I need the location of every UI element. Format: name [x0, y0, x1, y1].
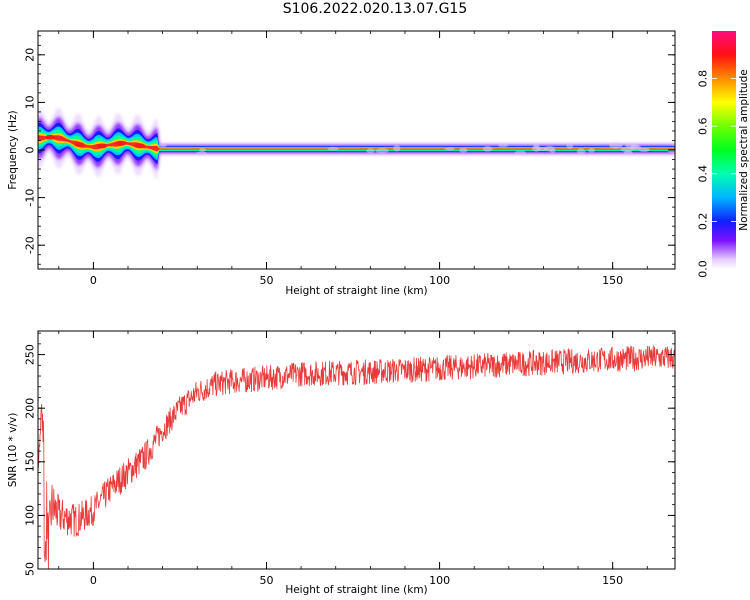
spectrogram-speckle — [549, 148, 556, 153]
spectrogram-speckle — [445, 147, 455, 151]
spectrogram-x-tick-label: 50 — [259, 274, 273, 287]
snr-x-label: Height of straight line (km) — [285, 584, 427, 596]
spectrogram-peak-blob — [45, 134, 56, 140]
spectrogram-speckle — [198, 148, 207, 152]
spectrogram-y-tick-label: 10 — [24, 95, 37, 109]
snr-y-tick-label: 200 — [24, 398, 37, 419]
spectrogram-peak-blob — [135, 143, 146, 149]
spectrogram-speckle — [536, 147, 549, 152]
snr-x-tick-label: 150 — [602, 574, 623, 587]
colorbar-tick-label: 0.0 — [697, 260, 710, 278]
spectrogram-speckle — [576, 148, 586, 155]
snr-frame — [37, 330, 676, 570]
snr-ticks: 0 50 100 150 50 100 150 200 250 — [24, 331, 675, 587]
spectrogram-speckle — [609, 142, 623, 150]
spectrogram-speckle — [366, 148, 375, 154]
spectrogram-speckle — [458, 148, 468, 153]
spectrogram-band-green — [38, 129, 675, 158]
snr-x-tick-label: 50 — [259, 574, 273, 587]
spectrogram-x-label: Height of straight line (km) — [285, 285, 427, 297]
spectrogram-speckle — [587, 148, 596, 153]
spectrogram-speckle — [393, 144, 401, 152]
snr-y-tick-label: 50 — [24, 562, 37, 576]
spectrogram-speckle — [482, 146, 493, 152]
spectrogram-y-tick-label: -20 — [24, 236, 37, 254]
colorbar: 0.0 0.2 0.4 0.6 0.8 Normalized spectral ampl… — [697, 31, 750, 278]
snr-x-tick-label: 100 — [429, 574, 450, 587]
spectrogram-x-tick-label: 0 — [90, 274, 97, 287]
snr-series-line — [38, 345, 675, 569]
colorbar-tick-label: 0.4 — [697, 165, 710, 183]
spectrogram-speckle — [625, 143, 635, 148]
spectrogram-peak-blob — [97, 143, 108, 149]
spectrogram-peak-blob — [116, 140, 127, 146]
spectrogram-speckle — [620, 146, 634, 153]
snr-x-tick-label: 0 — [90, 574, 97, 587]
spectrogram-y-tick-label: 0 — [24, 147, 37, 154]
spectrogram-speckle — [667, 149, 675, 154]
colorbar-ticks: 0.0 0.2 0.4 0.6 0.8 — [697, 70, 736, 278]
spectrogram-speckle — [196, 151, 208, 156]
colorbar-gradient — [712, 31, 736, 269]
colorbar-tick-label: 0.2 — [697, 213, 710, 231]
spectrogram-peak-blob — [74, 142, 85, 148]
spectrogram-heatmap — [38, 107, 675, 180]
spectrogram-y-tick-label: -10 — [24, 189, 37, 207]
spectrogram-speckle — [533, 143, 540, 148]
snr-y-tick-label: 100 — [24, 505, 37, 526]
colorbar-label: Normalized spectral amplitude — [738, 69, 750, 230]
snr-y-tick-label: 250 — [24, 344, 37, 365]
spectrogram-y-label: Frequency (Hz) — [7, 110, 19, 189]
spectrogram-speckle — [498, 143, 509, 148]
spectrogram-speckle — [514, 150, 527, 156]
spectrogram-x-tick-label: 150 — [602, 274, 623, 287]
spectrogram-speckle — [566, 142, 574, 149]
spectrogram-speckle — [375, 148, 389, 154]
snr-y-tick-label: 150 — [24, 451, 37, 472]
colorbar-tick-label: 0.8 — [697, 70, 710, 88]
snr-panel: 0 50 100 150 50 100 150 200 250 Height of straig… — [7, 330, 676, 596]
snr-y-label: SNR (10 * v/v) — [7, 413, 19, 488]
spectrogram-x-tick-label: 100 — [429, 274, 450, 287]
spectrogram-ticks: 0 50 100 150 -20 -10 0 10 20 — [24, 31, 675, 287]
spectrogram-y-tick-label: 20 — [24, 48, 37, 62]
spectrogram-speckle — [158, 143, 167, 148]
colorbar-tick-label: 0.6 — [697, 117, 710, 135]
spectrogram-band-lavender — [38, 107, 675, 180]
spectrogram-speckle — [327, 146, 339, 151]
spectrogram-speckle — [638, 147, 650, 152]
spectrogram-panel: 0 50 100 150 -20 -10 0 10 20 Height of straight … — [7, 30, 676, 297]
figure-title: S106.2022.020.13.07.G15 — [282, 1, 468, 17]
